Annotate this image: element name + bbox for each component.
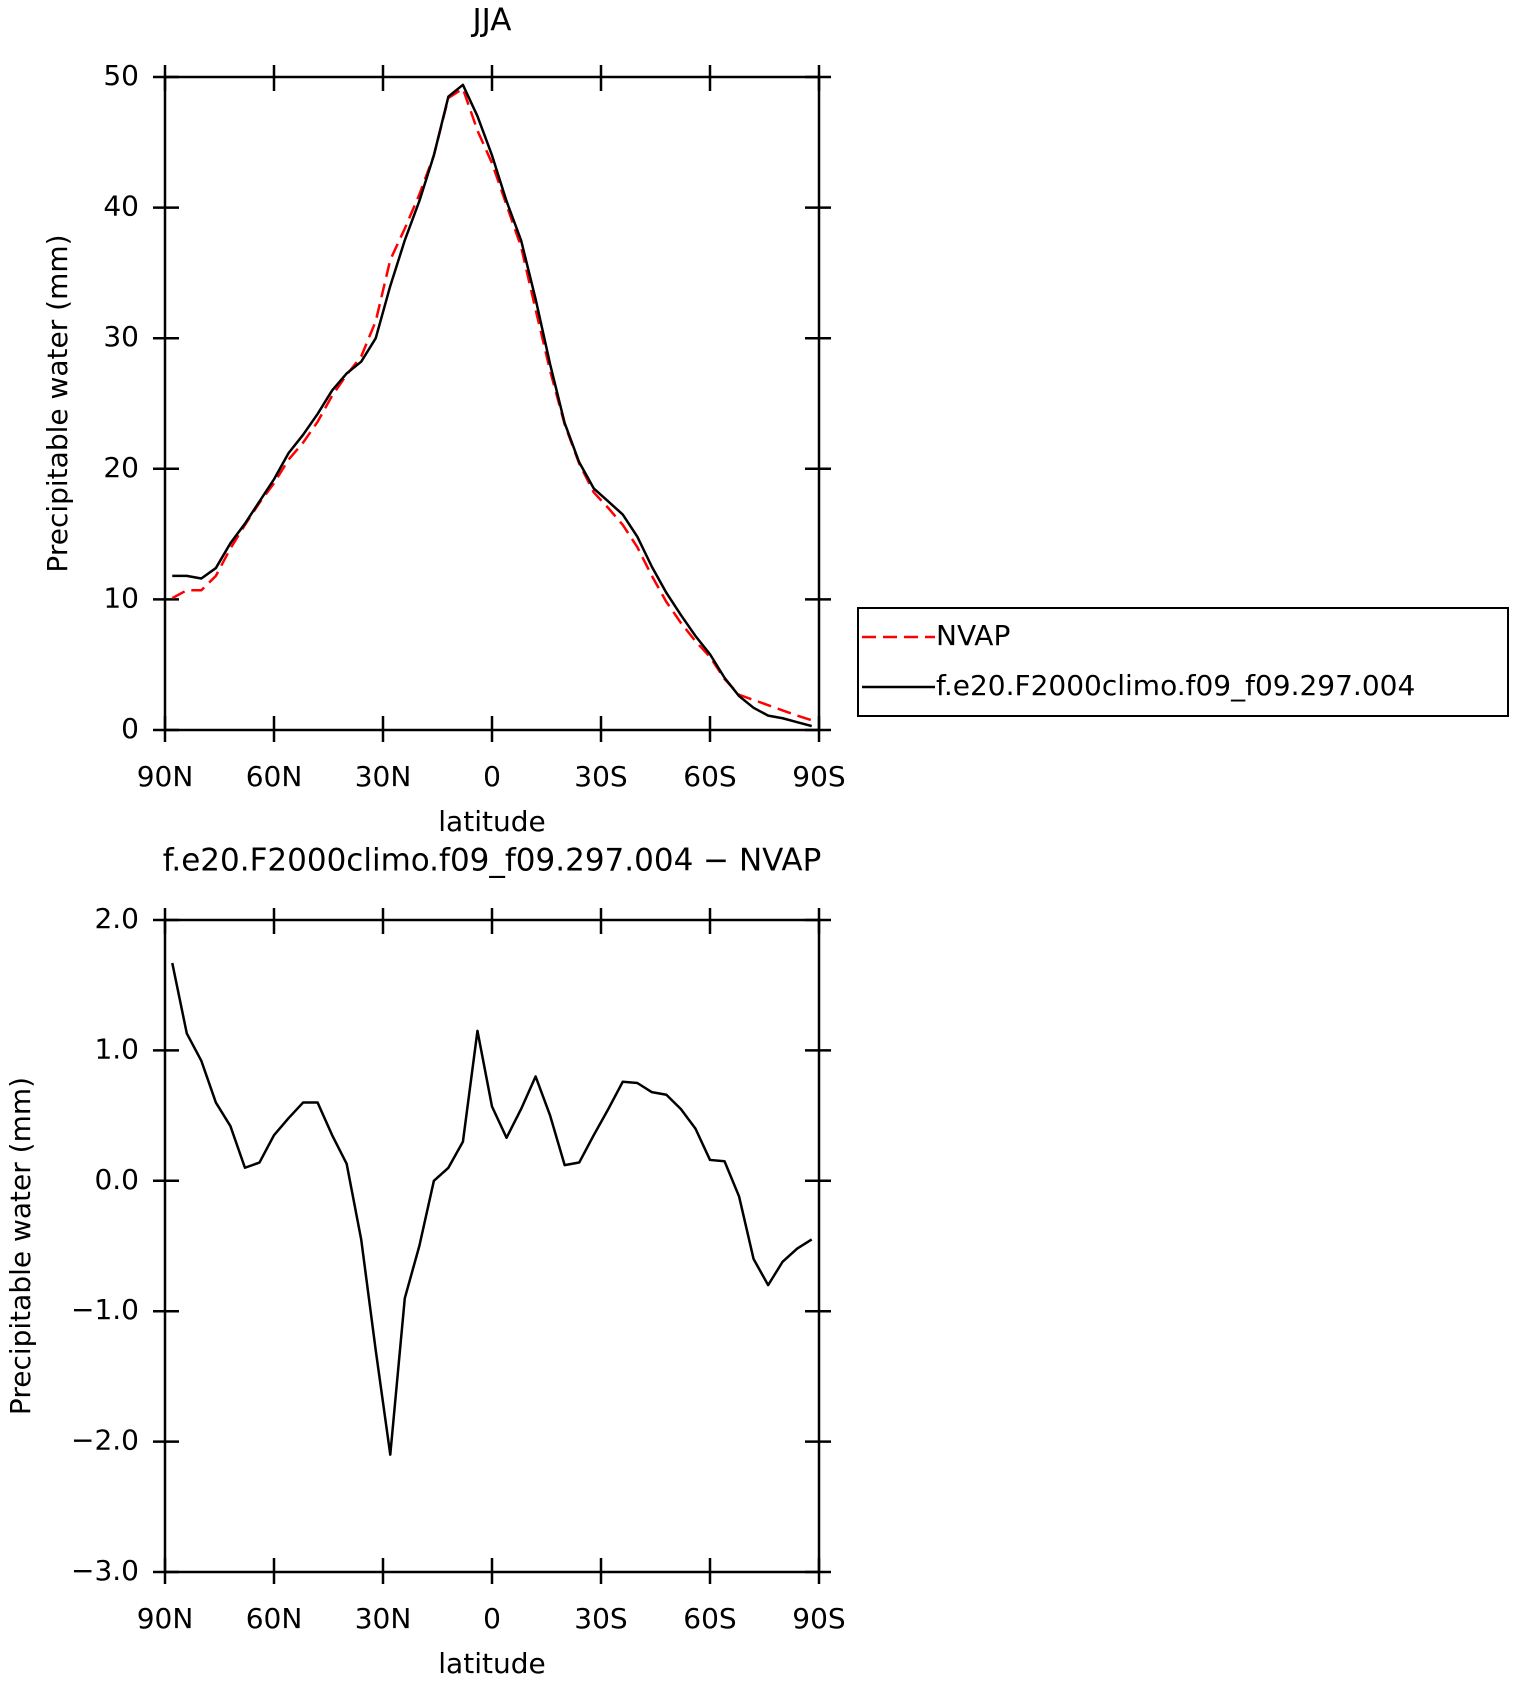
y-tick-label: 40	[103, 190, 139, 223]
x-axis-label: latitude	[438, 805, 545, 838]
data-line	[172, 83, 813, 728]
x-tick-label: 60S	[683, 760, 736, 793]
legend-label: NVAP	[936, 619, 1010, 652]
y-tick-label: 2.0	[94, 902, 139, 935]
y-tick-label: 30	[103, 320, 139, 353]
y-tick-label: 20	[103, 451, 139, 484]
x-tick-label: 90S	[792, 760, 845, 793]
plot-frame	[163, 918, 821, 1574]
y-tick-label: 50	[103, 59, 139, 92]
legend-label: f.e20.F2000climo.f09_f09.297.004	[936, 669, 1415, 702]
x-tick-label: 90S	[792, 1602, 845, 1635]
x-tick-label: 90N	[137, 1602, 194, 1635]
y-axis-label: Precipitable water (mm)	[4, 1077, 37, 1415]
y-tick-label: −1.0	[71, 1293, 139, 1326]
x-tick-label: 60N	[246, 1602, 303, 1635]
y-tick-label: −3.0	[71, 1554, 139, 1587]
x-tick-label: 0	[483, 1602, 501, 1635]
chart-title: JJA	[471, 3, 512, 39]
data-line	[171, 87, 813, 722]
x-tick-label: 30S	[574, 1602, 627, 1635]
y-axis-label: Precipitable water (mm)	[41, 234, 74, 572]
y-tick-label: 10	[103, 581, 139, 614]
plot-frame	[163, 75, 821, 732]
series	[171, 962, 813, 1456]
chart-title: f.e20.F2000climo.f09_f09.297.004 − NVAP	[163, 843, 822, 879]
x-tick-label: 0	[483, 760, 501, 793]
x-tick-label: 30N	[355, 1602, 412, 1635]
x-tick-label: 60N	[246, 760, 303, 793]
x-axis-label: latitude	[438, 1647, 545, 1680]
series	[172, 83, 813, 728]
y-tick-label: 1.0	[94, 1032, 139, 1065]
y-tick-label: −2.0	[71, 1424, 139, 1457]
x-tick-label: 30N	[355, 760, 412, 793]
y-tick-label: 0	[121, 712, 139, 745]
x-tick-label: 60S	[683, 1602, 736, 1635]
data-line	[171, 962, 813, 1456]
legend-box	[857, 607, 1509, 717]
x-tick-label: 90N	[137, 760, 194, 793]
x-tick-label: 30S	[574, 760, 627, 793]
series	[171, 87, 813, 722]
y-tick-label: 0.0	[94, 1163, 139, 1196]
